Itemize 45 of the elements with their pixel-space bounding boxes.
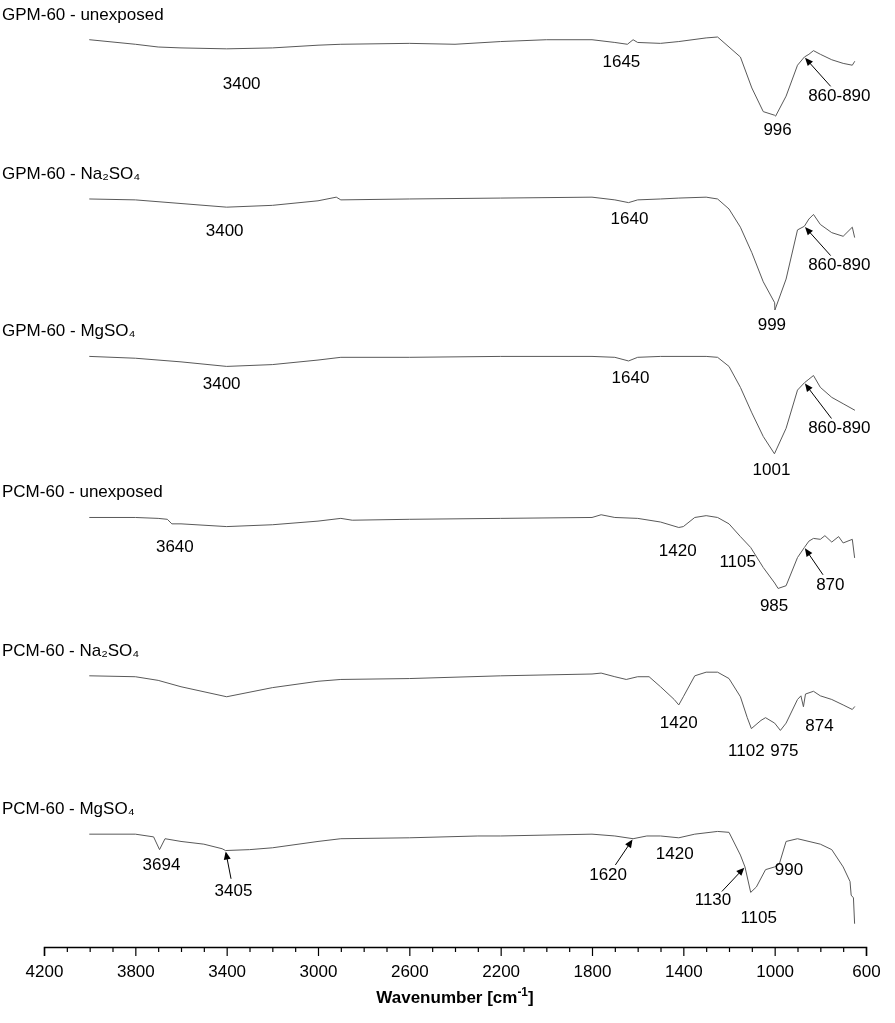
annotation: 860-890 — [808, 85, 871, 105]
annotation: 999 — [757, 315, 787, 335]
x-tick-label: 3800 — [116, 961, 155, 981]
x-tick-label: 3000 — [299, 961, 338, 981]
annotation: 975 — [770, 740, 799, 760]
annotation: 3400 — [202, 373, 241, 393]
annotation: 1105 — [740, 907, 777, 927]
annotation: 1420 — [655, 844, 694, 864]
annotation: 990 — [774, 859, 804, 879]
annotation: 1105 — [719, 551, 756, 571]
annotation: 3400 — [222, 74, 261, 94]
annotation: 1640 — [610, 209, 649, 229]
series-label: GPM-60 - Na₂SO₄ — [2, 163, 141, 183]
annotation: 1102 — [728, 741, 765, 761]
x-tick-label: 1400 — [664, 961, 703, 981]
annotation: 1001 — [752, 460, 791, 480]
x-tick-label: 1000 — [756, 961, 795, 981]
series-label: PCM-60 - MgSO₄ — [2, 799, 135, 819]
x-tick-label: 2200 — [482, 961, 521, 981]
x-tick-label: 600 — [852, 961, 881, 981]
annotation: 3640 — [155, 537, 194, 557]
annotation: 870 — [816, 574, 845, 594]
x-tick-label: 2600 — [390, 961, 429, 981]
annotation: 985 — [759, 595, 789, 615]
series-label: GPM-60 - MgSO₄ — [2, 321, 136, 341]
annotation: 874 — [805, 716, 834, 736]
series-label: PCM-60 - unexposed — [2, 482, 163, 502]
x-tick-label: 4200 — [25, 961, 64, 981]
annotation: 1645 — [602, 51, 641, 71]
annotation: 860-890 — [808, 418, 871, 438]
annotation: 860-890 — [808, 254, 871, 274]
series-label: PCM-60 - Na₂SO₄ — [2, 640, 140, 660]
annotation: 1640 — [611, 368, 650, 388]
annotation: 1620 — [589, 865, 628, 885]
annotation: 996 — [763, 119, 792, 139]
annotation: 3405 — [214, 881, 253, 901]
annotation: 3400 — [205, 220, 244, 240]
annotation: 3694 — [142, 855, 181, 875]
annotation: 1130 — [694, 890, 732, 910]
series-label: GPM-60 - unexposed — [2, 4, 164, 24]
x-tick-label: 3400 — [208, 961, 247, 981]
x-tick-label: 1800 — [573, 961, 612, 981]
annotation: 1420 — [659, 713, 698, 733]
x-axis-title: Wavenumber [cm$^{-1}$] — [376, 985, 534, 1007]
annotation: 1420 — [658, 540, 697, 560]
